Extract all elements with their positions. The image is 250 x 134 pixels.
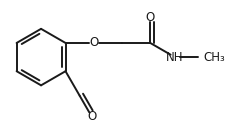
Text: O: O	[146, 11, 155, 24]
Text: O: O	[87, 110, 96, 123]
Text: O: O	[89, 36, 99, 49]
Text: NH: NH	[166, 51, 184, 64]
Text: CH₃: CH₃	[203, 51, 225, 64]
